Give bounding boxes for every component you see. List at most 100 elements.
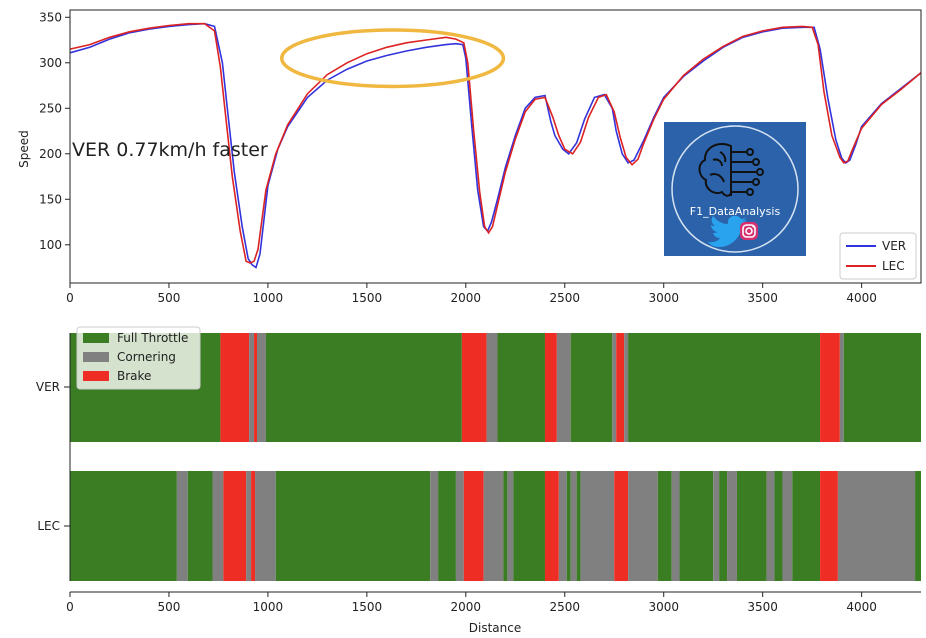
segment-full-throttle	[513, 471, 545, 581]
speed-plot-frame	[69, 9, 922, 284]
throttle-chart: VER LEC 0 500 1000 1500 2000 2500 3000 3500 4000…	[36, 326, 921, 635]
speed-x-tick-label: 1000	[253, 291, 284, 305]
speed-y-tick-label: 250	[39, 101, 62, 115]
segment-brake	[616, 333, 625, 442]
legend-swatch-brake	[83, 371, 109, 381]
throttle-x-ticks: 0 500 1000 1500 2000 2500 3000 3500 4000	[66, 592, 877, 614]
speed-y-tick-label: 100	[39, 238, 62, 252]
brain-circuit-icon	[698, 142, 764, 197]
segment-brake	[544, 333, 557, 442]
segment-full-throttle	[915, 471, 921, 581]
throttle-x-tick-label: 1000	[253, 600, 284, 614]
segment-full-throttle	[843, 333, 921, 442]
speed-line-ver	[69, 22, 922, 269]
speed-x-tick-label: 0	[66, 291, 74, 305]
logo-ring	[671, 125, 799, 253]
segment-cornering	[257, 333, 266, 442]
speed-x-tick-label: 3500	[747, 291, 778, 305]
speed-y-tick-label: 350	[39, 10, 62, 24]
segment-cornering	[455, 471, 464, 581]
segment-brake	[220, 333, 250, 442]
segment-full-throttle	[265, 333, 462, 442]
speed-x-tick-label: 2000	[451, 291, 482, 305]
throttle-x-tick-label: 0	[66, 600, 74, 614]
segment-brake	[251, 471, 256, 581]
segment-full-throttle	[503, 471, 508, 581]
row-label-ver: VER	[36, 380, 60, 394]
segment-cornering	[430, 471, 439, 581]
speed-annotation: VER 0.77km/h faster	[72, 139, 268, 161]
segment-full-throttle	[70, 471, 177, 581]
twitter-bird-icon	[708, 215, 747, 247]
segment-cornering	[212, 471, 224, 581]
segment-full-throttle	[576, 471, 581, 581]
speed-x-tick-label: 2500	[549, 291, 580, 305]
speed-y-tick-label: 300	[39, 56, 62, 70]
segment-cornering	[727, 471, 737, 581]
throttle-x-label: Distance	[469, 621, 521, 635]
segment-full-throttle	[792, 471, 821, 581]
logo-brand-text: F1_DataAnalysis	[690, 205, 781, 218]
segment-cornering	[558, 471, 567, 581]
segment-full-throttle	[566, 471, 571, 581]
segment-cornering	[624, 333, 629, 442]
brand-logo: F1_DataAnalysis	[664, 122, 806, 256]
legend-swatch-cornering	[83, 352, 109, 362]
segment-cornering	[612, 333, 617, 442]
segment-cornering	[176, 471, 188, 581]
speed-chart: 0 500 1000 1500 2000 2500 3000 3500 4000 100 150 2…	[17, 9, 922, 305]
segment-full-throttle	[774, 471, 783, 581]
segment-brake	[463, 471, 484, 581]
speed-x-ticks: 0 500 1000 1500 2000 2500 3000 3500 4000	[66, 283, 877, 305]
segment-cornering	[486, 333, 498, 442]
segment-cornering	[839, 333, 844, 442]
throttle-x-tick-label: 500	[158, 600, 181, 614]
segment-cornering	[628, 471, 658, 581]
speed-line-lec	[69, 22, 922, 264]
legend-label-brake: Brake	[117, 369, 151, 383]
throttle-x-tick-label: 1500	[352, 600, 383, 614]
segment-cornering	[255, 471, 276, 581]
speed-legend: VER LEC	[839, 232, 917, 280]
segment-full-throttle	[736, 471, 767, 581]
legend-label-lec: LEC	[882, 259, 905, 273]
throttle-row-lec	[70, 471, 921, 581]
segment-brake	[254, 333, 258, 442]
segment-cornering	[580, 471, 615, 581]
segment-full-throttle	[438, 471, 456, 581]
segment-brake	[820, 333, 840, 442]
segment-cornering	[766, 471, 775, 581]
highlight-ellipse	[280, 28, 506, 89]
segment-cornering	[249, 333, 255, 442]
instagram-icon	[740, 222, 758, 240]
segment-full-throttle	[497, 333, 545, 442]
segment-brake	[544, 471, 559, 581]
speed-lines	[69, 22, 922, 269]
segment-brake	[614, 471, 629, 581]
legend-label-cornering: Cornering	[117, 350, 176, 364]
speed-y-tick-label: 200	[39, 147, 62, 161]
segment-full-throttle	[275, 471, 431, 581]
speed-x-tick-label: 500	[158, 291, 181, 305]
throttle-x-tick-label: 3000	[648, 600, 679, 614]
segment-cornering	[507, 471, 514, 581]
segment-cornering	[671, 471, 680, 581]
legend-label-ver: VER	[882, 239, 906, 253]
speed-x-tick-label: 4000	[846, 291, 877, 305]
segment-brake	[820, 471, 838, 581]
segment-full-throttle	[679, 471, 714, 581]
speed-legend-box	[839, 232, 917, 280]
throttle-legend: Full Throttle Cornering Brake	[76, 326, 201, 390]
segment-cornering	[556, 333, 571, 442]
segment-full-throttle	[719, 471, 728, 581]
segment-full-throttle	[187, 471, 213, 581]
row-label-lec: LEC	[37, 519, 60, 533]
speed-x-tick-label: 3000	[648, 291, 679, 305]
speed-y-label: Speed	[17, 130, 31, 168]
speed-y-tick-label: 150	[39, 192, 62, 206]
legend-swatch-full-throttle	[83, 333, 109, 343]
segment-brake	[461, 333, 487, 442]
segment-cornering	[570, 471, 577, 581]
segment-full-throttle	[570, 333, 613, 442]
